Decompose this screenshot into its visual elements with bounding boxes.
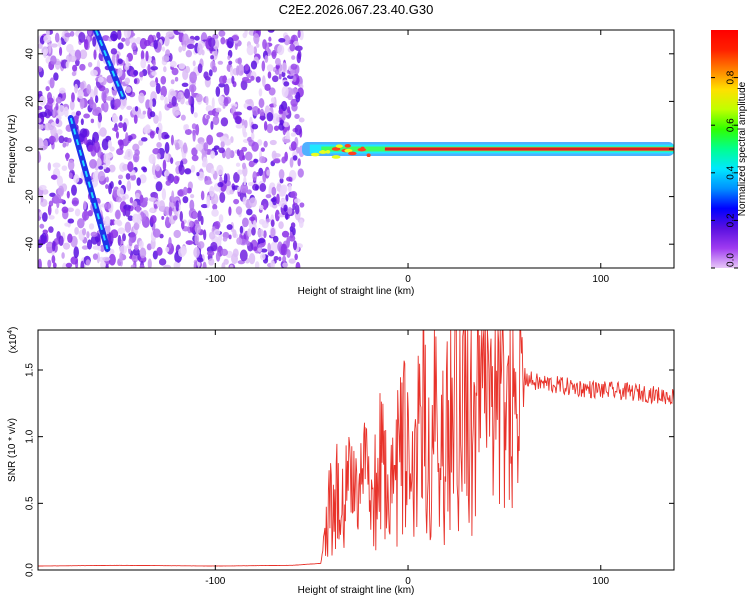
colorbar-gradient xyxy=(711,30,738,268)
diagonal-track-core-1 xyxy=(69,117,109,250)
signal-line xyxy=(302,142,674,159)
chart-title: C2E2.2026.067.23.40.G30 xyxy=(279,2,434,17)
spectrogram-x-label: Height of straight line (km) xyxy=(298,286,415,297)
colorbar-tick-label: 0.4 xyxy=(726,165,737,179)
noise-speckle xyxy=(38,30,305,268)
spectrogram-y-tick-label: -40 xyxy=(25,237,36,252)
snr-y-tick-label: 0.5 xyxy=(25,496,36,510)
spectrogram-x-tick-label: 0 xyxy=(405,274,411,285)
snr-y-tick-label: 1.5 xyxy=(25,363,36,377)
spectrogram-y-tick-label: 20 xyxy=(25,95,36,107)
snr-x-label: Height of straight line (km) xyxy=(298,585,415,596)
snr-multiplier: (x104) xyxy=(7,327,19,354)
snr-x-tick-label: 100 xyxy=(592,576,609,587)
snr-series-line xyxy=(38,330,674,567)
snr-y-tick-label: 0.0 xyxy=(25,563,36,577)
colorbar-tick-label: 0.0 xyxy=(726,253,737,267)
snr-x-tick-label: 0 xyxy=(405,576,411,587)
colorbar-label: Normalized spectral amplitude xyxy=(737,81,748,216)
svg-text:(x104): (x104) xyxy=(7,327,19,354)
colorbar: 0.0 0.2 0.4 0.6 0.8 Normalized spectral ampl… xyxy=(711,30,748,269)
spectrogram-plot: -100 0 100 40 20 0 -20 -40 Height of straight l… xyxy=(7,29,675,297)
spectrogram-x-tick-label: -100 xyxy=(205,274,225,285)
spectrogram-y-tick-label: 40 xyxy=(25,48,36,60)
spectrogram-x-tick-label: 100 xyxy=(592,274,609,285)
snr-y-tick-label: 1.0 xyxy=(25,429,36,443)
spectrogram-y-label: Frequency (Hz) xyxy=(7,115,18,184)
colorbar-tick-label: 0.6 xyxy=(726,118,737,132)
spectrogram-y-tick-label: -20 xyxy=(25,189,36,204)
colorbar-tick-label: 0.2 xyxy=(726,213,737,227)
snr-plot: -100 0 100 0.0 0.5 1.0 1.5 Height of straight … xyxy=(7,327,675,596)
colorbar-tick-label: 0.8 xyxy=(726,70,737,84)
diagonal-track-core-2 xyxy=(94,30,124,98)
snr-frame xyxy=(37,329,675,571)
snr-y-label: SNR (10 * v/v) xyxy=(7,418,18,482)
spectrogram-y-tick-label: 0 xyxy=(25,146,36,152)
snr-x-tick-label: -100 xyxy=(205,576,225,587)
